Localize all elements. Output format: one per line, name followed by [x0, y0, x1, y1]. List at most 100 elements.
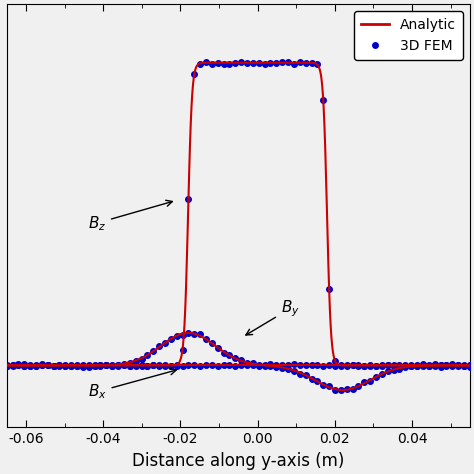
Point [408, 362, 415, 369]
Point [284, 59, 292, 66]
Point [466, 361, 474, 369]
Point [109, 362, 116, 370]
Point [378, 361, 386, 369]
Point [149, 362, 157, 369]
Point [319, 362, 327, 369]
Point [32, 362, 40, 370]
Point [102, 361, 110, 369]
Point [372, 373, 380, 381]
Point [308, 375, 315, 383]
Point [261, 362, 268, 370]
Point [73, 362, 81, 369]
Point [173, 361, 181, 369]
Point [331, 362, 339, 370]
Point [284, 365, 292, 373]
Point [343, 385, 350, 393]
Point [179, 346, 186, 353]
Point [431, 362, 438, 369]
Point [343, 362, 350, 369]
Point [208, 339, 216, 347]
Point [366, 377, 374, 385]
Point [114, 361, 122, 368]
Point [413, 362, 421, 370]
Point [20, 362, 28, 370]
Point [179, 362, 186, 369]
Point [361, 362, 368, 369]
Point [384, 361, 392, 368]
Point [220, 60, 228, 68]
Point [155, 363, 163, 370]
Point [132, 357, 139, 365]
Point [202, 58, 210, 66]
Point [337, 386, 345, 394]
Point [361, 378, 368, 386]
Point [331, 357, 339, 365]
Point [460, 362, 468, 369]
Point [396, 362, 403, 370]
Point [390, 362, 397, 369]
Point [120, 361, 128, 368]
Point [191, 362, 198, 369]
Point [155, 342, 163, 350]
Point [15, 361, 22, 369]
Point [202, 336, 210, 343]
Point [114, 363, 122, 370]
Point [27, 362, 34, 370]
Point [167, 335, 174, 342]
Point [9, 362, 16, 369]
Point [102, 362, 110, 369]
Point [437, 362, 444, 369]
Point [220, 349, 228, 356]
Point [144, 362, 151, 370]
Point [437, 364, 444, 371]
Point [401, 362, 409, 370]
Point [372, 363, 380, 370]
Point [126, 362, 134, 370]
Point [425, 362, 433, 369]
Point [425, 362, 433, 369]
Point [249, 59, 257, 66]
Point [214, 344, 221, 351]
Point [454, 362, 462, 369]
Point [255, 361, 263, 369]
Point [196, 60, 204, 68]
Point [97, 362, 104, 369]
Point [319, 96, 327, 103]
Legend: Analytic, 3D FEM: Analytic, 3D FEM [354, 11, 463, 60]
Point [44, 361, 52, 369]
Point [102, 361, 110, 369]
Point [431, 361, 438, 368]
Point [50, 362, 57, 370]
Point [208, 60, 216, 67]
Point [214, 362, 221, 370]
Point [437, 361, 444, 368]
Point [249, 361, 257, 369]
Point [308, 361, 315, 369]
Point [38, 361, 46, 369]
Point [185, 329, 192, 337]
Point [267, 361, 274, 368]
Point [408, 363, 415, 370]
Point [267, 362, 274, 370]
Point [161, 362, 169, 369]
Point [220, 362, 228, 369]
Point [237, 58, 245, 66]
Point [167, 362, 174, 370]
Point [290, 360, 298, 368]
Point [296, 59, 304, 66]
Point [149, 362, 157, 369]
Point [191, 330, 198, 337]
Point [355, 362, 362, 370]
Point [231, 354, 239, 362]
Point [161, 339, 169, 346]
Point [448, 363, 456, 370]
Point [349, 385, 356, 393]
Point [302, 371, 310, 379]
Point [443, 361, 450, 369]
Point [448, 362, 456, 369]
Point [144, 351, 151, 359]
Point [50, 362, 57, 370]
Point [249, 359, 257, 366]
Point [325, 361, 333, 369]
Point [226, 351, 233, 358]
